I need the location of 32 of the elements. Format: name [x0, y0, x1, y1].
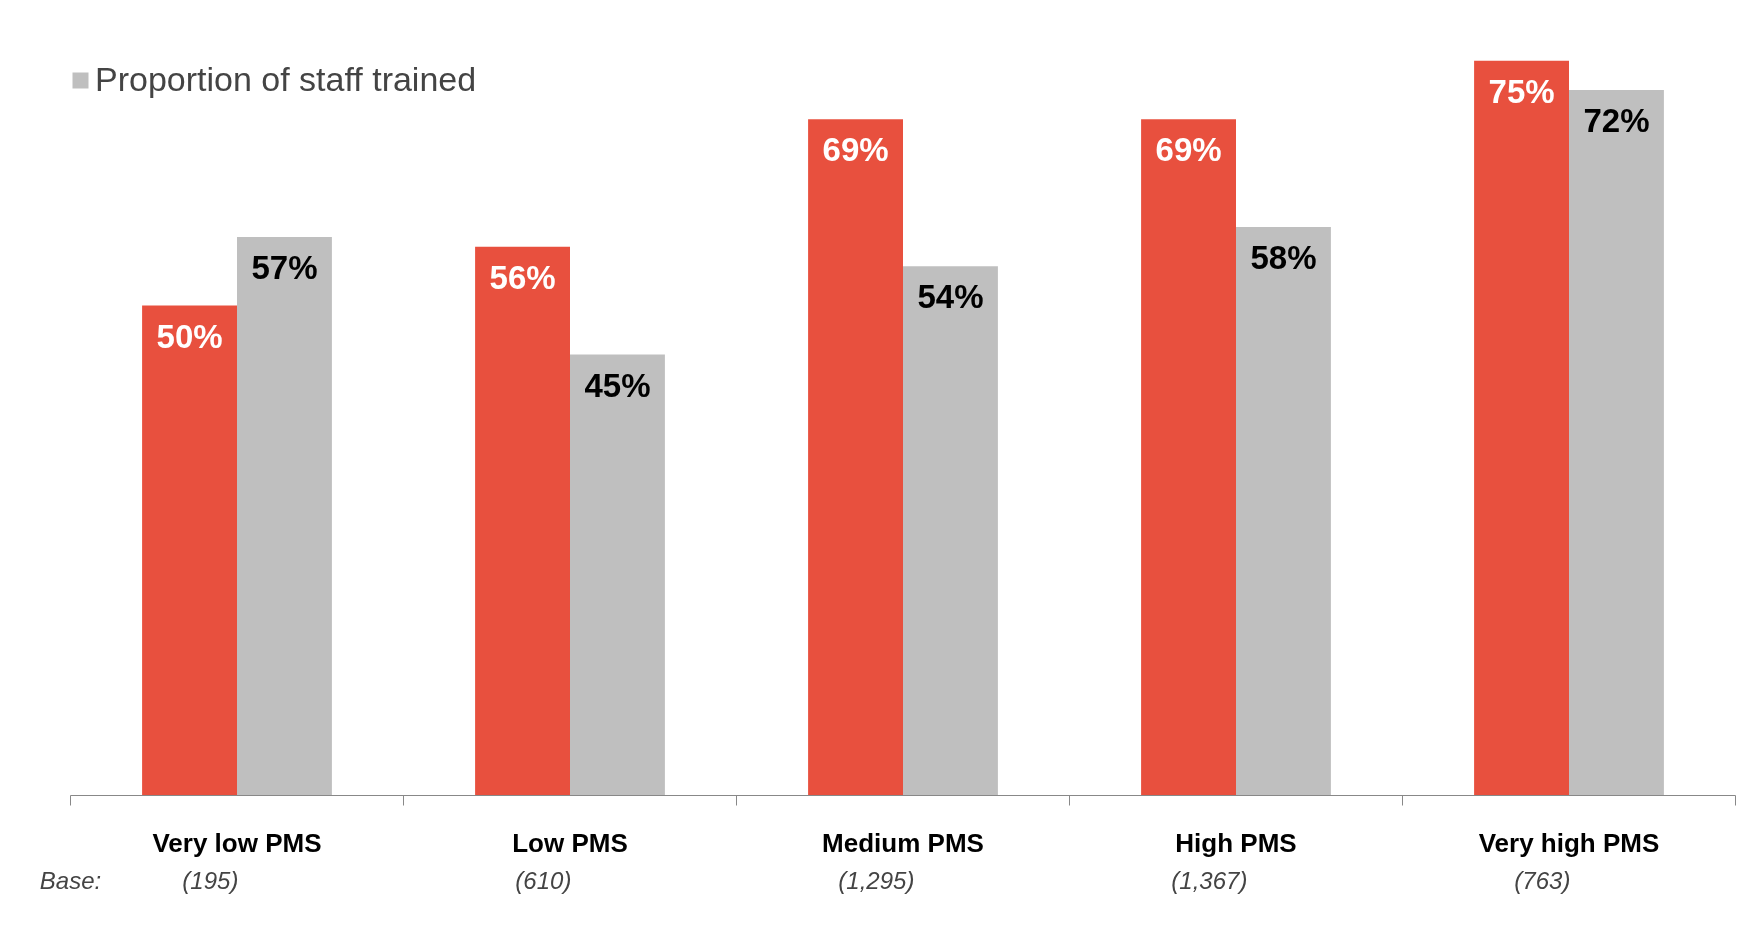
bar	[1569, 89, 1664, 796]
data-label: 50%	[156, 317, 223, 355]
data-label: 54%	[917, 278, 984, 316]
bar	[142, 305, 237, 796]
data-label: 75%	[1488, 72, 1555, 110]
bar	[808, 119, 903, 796]
x-tick-label: Very high PMS	[1478, 827, 1660, 858]
bar	[1236, 227, 1331, 796]
x-tick-label: Low PMS	[512, 827, 628, 858]
x-tick-label: Very low PMS	[152, 827, 322, 858]
data-label: 58%	[1250, 239, 1317, 277]
data-label: 57%	[251, 248, 318, 286]
text: (1,295)	[838, 866, 915, 894]
text: (763)	[1514, 866, 1571, 894]
bar	[1474, 60, 1569, 796]
bar	[1141, 119, 1236, 796]
x-tick-label: High PMS	[1175, 827, 1297, 858]
bar	[475, 246, 570, 796]
bar	[237, 236, 332, 796]
legend-label: Proportion of staff trained	[95, 60, 477, 99]
bar	[903, 266, 998, 796]
bar	[570, 354, 665, 796]
data-label: 69%	[822, 131, 889, 169]
data-label: 56%	[489, 258, 556, 296]
text: (610)	[515, 866, 572, 894]
data-label: 45%	[584, 366, 651, 404]
data-label: 69%	[1155, 131, 1222, 169]
data-label: 72%	[1583, 101, 1650, 139]
text: (195)	[182, 866, 239, 894]
x-tick-label: Medium PMS	[822, 827, 984, 858]
text: (1,367)	[1171, 866, 1248, 894]
text: Base:	[39, 866, 102, 894]
